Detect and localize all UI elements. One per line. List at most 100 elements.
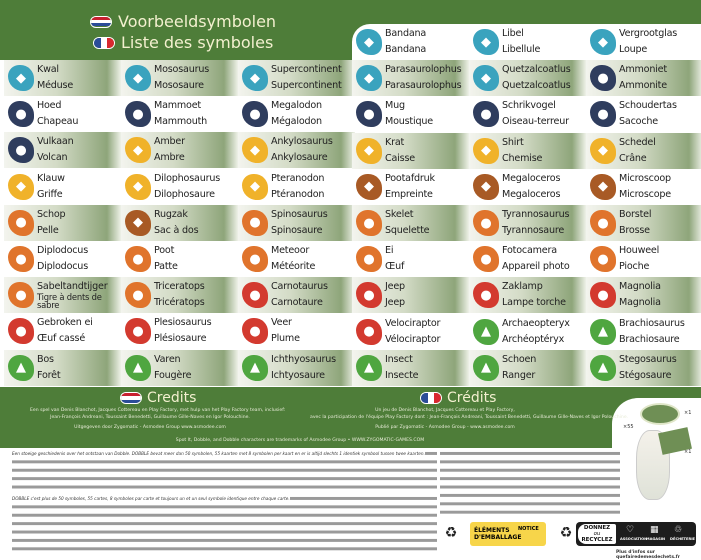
symbol-name-nl: Krat <box>385 136 405 148</box>
symbol-item: ● Meteoor Météorite <box>238 241 355 277</box>
symbol-name-fr: Mammouth <box>154 116 208 128</box>
symbol-name-nl: Brachiosaurus <box>619 317 685 329</box>
symbol-item: ● Ammoniet Ammonite <box>586 60 701 97</box>
credits-nl-title: Credits <box>120 390 196 406</box>
credits-fr-title-text: Crédits <box>447 390 497 406</box>
dump-label: DÉCHETERIE <box>670 537 696 541</box>
shark-icon: ● <box>242 101 268 128</box>
symbol-name-fr: Supercontinent <box>271 80 342 91</box>
symbol-name-nl: Quetzalcoatlus <box>502 64 571 76</box>
jeep-icon: ● <box>356 282 382 309</box>
more-info-link[interactable]: Plus d'infos sur quefairedemesdechets.fr <box>616 550 680 560</box>
tin-count: ×1 <box>684 410 692 416</box>
symbol-item: ● Velociraptor Vélociraptor <box>352 314 469 350</box>
symbol-name-nl: Spinosaurus <box>271 208 328 220</box>
symbol-row: ● Schop Pelle ◆ Rugzak Sac à dos ● Spinosaurus S… <box>4 204 355 241</box>
symbol-item: ▲ Bos Forêt <box>4 349 121 386</box>
fineprint-nl-cont <box>440 450 620 516</box>
symbol-name-nl: Jeep <box>385 281 405 293</box>
broken-egg-icon: ● <box>8 318 34 345</box>
packaging-label: ÉLÉMENTS D'EMBALLAGE <box>470 522 546 546</box>
symbol-name-nl: Triceratops <box>154 281 205 293</box>
symbol-name-fr: Stégosaure <box>619 369 672 381</box>
symbol-row: ● Vulkaan Volcan ◆ Amber Ambre ◆ Ankylosaurus An… <box>4 132 355 169</box>
symbol-item: ● Spinosaurus Spinosaure <box>238 204 355 241</box>
symbol-item: ● Magnolia Magnolia <box>586 277 701 314</box>
symbol-row: ● Gebroken ei Œuf cassé ● Plesiosaurus Plésio… <box>4 313 355 349</box>
symbol-name-nl: Libel <box>502 28 524 39</box>
insert-count: ×1 <box>684 449 692 455</box>
symbol-name-nl: Borstel <box>619 209 652 220</box>
symbol-name-fr: Carnotaure <box>271 297 323 309</box>
symbol-name-nl: Skelet <box>385 209 414 220</box>
symbol-name-fr: Crâne <box>619 152 647 164</box>
symbol-name-fr: Spinosaure <box>271 224 323 236</box>
jellyfish-icon: ◆ <box>8 65 34 91</box>
donate-recycle-label: DONNEZ ou RECYCLEZ ASSOCIATION MAGASIN D… <box>576 522 696 546</box>
symbol-name-nl: Schop <box>37 208 66 220</box>
symbol-name-nl: Zaklamp <box>502 281 543 293</box>
mosasaurus-icon: ◆ <box>125 65 151 91</box>
symbol-name-nl: Gebroken ei <box>37 317 93 329</box>
symbol-name-nl: Mososaurus <box>154 64 209 75</box>
satchel-icon: ● <box>590 101 616 128</box>
flower-icon: ● <box>590 282 616 309</box>
symbol-item: ● Megalodon Mégalodon <box>238 96 355 132</box>
globe-icon: ◆ <box>242 65 268 91</box>
symbol-name-nl: Schrikvogel <box>502 100 556 112</box>
hat-icon: ● <box>8 101 34 128</box>
symbol-name-fr: Tricératops <box>154 297 205 309</box>
fineprint-fr-text: DOBBLE c'est plus de 50 symboles, 55 car… <box>12 496 290 501</box>
symbol-name-fr: Chapeau <box>37 116 79 128</box>
symbol-name-fr: Pioche <box>619 261 650 273</box>
symbol-name-fr: Mégalodon <box>271 116 322 128</box>
credits-fr-line: Un jeu de Denis Blanchot, Jacques Cotter… <box>375 408 515 413</box>
dilophosaurus-icon: ◆ <box>125 173 151 200</box>
symbol-name-fr: Megaloceros <box>502 188 561 200</box>
symbol-name-fr: Forêt <box>37 369 61 381</box>
symbol-name-fr: Patte <box>154 261 178 272</box>
symbol-item: ▲ Brachiosaurus Brachiosaure <box>586 314 701 350</box>
symbol-name-fr: Méduse <box>37 80 74 91</box>
trademark-line[interactable]: Spot It, Dobble, and Dobble characters a… <box>175 438 425 443</box>
symbol-row: ◆ Parasaurolophus Parasaurolophus ◆ Quetzalc… <box>352 60 701 97</box>
egg-icon: ● <box>356 246 382 273</box>
symbol-name-nl: Mammoet <box>154 100 201 112</box>
symbol-item: ◆ Bandana Bandana <box>352 24 469 60</box>
symbol-name-fr: Pelle <box>37 224 59 236</box>
symbol-item: ◆ Klauw Griffe <box>4 169 121 205</box>
claw-icon: ◆ <box>8 173 34 200</box>
symbol-item: ◆ Microscoop Microscope <box>586 169 701 205</box>
symbol-row: ◆ Bandana Bandana ◆ Libel Libellule ◆ Vergrootg… <box>352 24 701 60</box>
symbol-name-nl: Sabeltandtijger <box>37 281 108 293</box>
packaging-text: D'EMBALLAGE <box>474 534 522 541</box>
symbol-name-fr: Ankylosaure <box>271 152 328 164</box>
symbol-name-fr: Archéoptéryx <box>502 333 565 345</box>
shovel-icon: ● <box>8 209 34 236</box>
symbol-item: ● Carnotaurus Carnotaure <box>238 277 355 314</box>
symbol-row: ● Sabeltandtijger Tigre à dents de sabre ● T… <box>4 277 355 314</box>
packaging-text: ÉLÉMENTS <box>474 527 510 534</box>
symbol-name-fr: Plésiosaure <box>154 333 207 345</box>
carnotaurus-icon: ● <box>242 282 268 309</box>
sabertooth-icon: ● <box>8 282 34 309</box>
dutch-flag-icon <box>90 15 112 28</box>
foot-icon: ● <box>125 246 151 272</box>
symbol-item: ◆ Amber Ambre <box>121 132 238 169</box>
symbol-name-fr: Insecte <box>385 369 419 381</box>
symbol-name-nl: Dilophosaurus <box>154 172 221 184</box>
symbol-name-fr: Quetzalcoatlus <box>502 80 571 92</box>
symbol-name-fr: Volcan <box>37 152 68 164</box>
heart-hand-icon: ♡ <box>626 525 635 535</box>
symbol-item: ● Gebroken ei Œuf cassé <box>4 313 121 349</box>
symbol-name-nl: Insect <box>385 353 413 365</box>
symbol-item: ◆ Quetzalcoatlus Quetzalcoatlus <box>469 60 586 97</box>
symbol-name-fr: Libellule <box>502 44 541 55</box>
symbol-name-fr: Appareil photo <box>502 261 570 273</box>
dragonfly-icon: ◆ <box>473 29 499 55</box>
symbol-name-fr: Ptéranodon <box>271 188 325 200</box>
symbol-name-nl: Velociraptor <box>385 317 441 329</box>
symbol-item: ● Zaklamp Lampe torche <box>469 277 586 314</box>
symbol-item: ● Tyrannosaurus Tyrannosaure <box>469 205 586 241</box>
symbol-name-fr: Empreinte <box>385 188 433 200</box>
